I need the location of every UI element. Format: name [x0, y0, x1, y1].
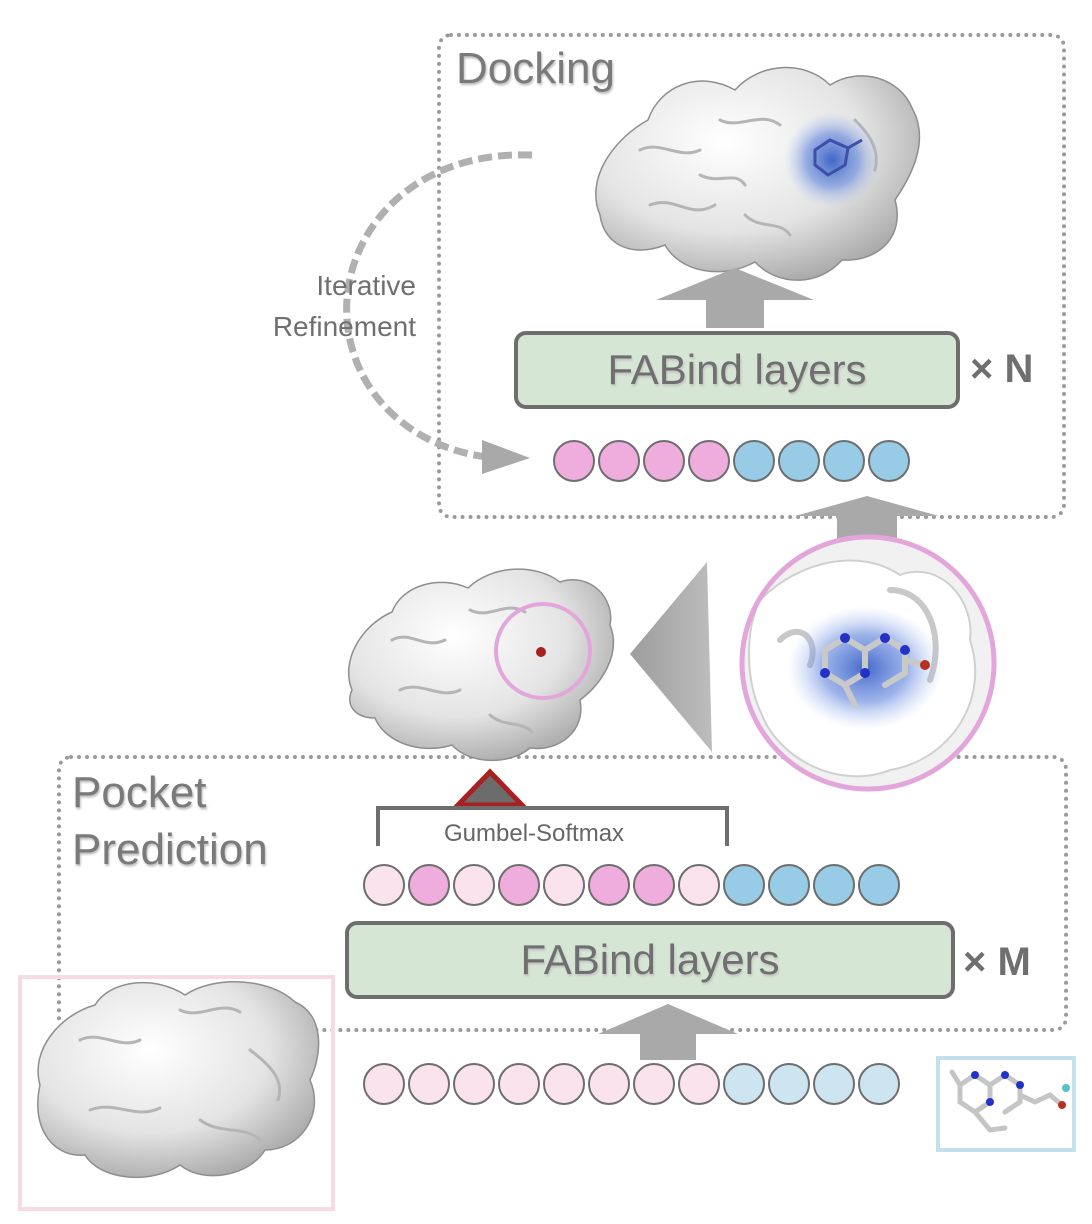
arrow-up-docking-input	[795, 496, 939, 546]
protein-input-frame	[18, 975, 335, 1211]
refinement-line1: Iterative	[316, 270, 416, 301]
pocket-repeat-label: × M	[963, 940, 1031, 984]
input-token-row	[363, 1063, 900, 1105]
pocket-output-token-ligand	[723, 864, 765, 906]
gumbel-softmax-label: Gumbel-Softmax	[444, 820, 625, 847]
docking-token-pocket	[688, 440, 730, 482]
input-token-protein	[678, 1063, 720, 1105]
pocket-fabind-layers: FABind layers	[345, 921, 955, 999]
protein-surface-docked-icon	[595, 66, 921, 281]
input-token-protein	[453, 1063, 495, 1105]
pocket-prediction-title-line1: Pocket	[72, 768, 207, 817]
input-token-protein	[408, 1063, 450, 1105]
pocket-center-dot	[536, 647, 546, 657]
iterative-refinement-arrowhead	[482, 440, 530, 474]
input-token-protein	[588, 1063, 630, 1105]
docking-token-pocket	[553, 440, 595, 482]
input-token-ligand-light	[813, 1063, 855, 1105]
docking-token-ligand	[733, 440, 775, 482]
pocket-zoom-ligand-icon	[739, 534, 997, 792]
input-token-protein	[543, 1063, 585, 1105]
ligand-atoms	[971, 1071, 1070, 1109]
gumbel-bracket	[376, 806, 729, 846]
pocket-output-token-pocket	[633, 864, 675, 906]
ligand-input-frame	[936, 1056, 1076, 1152]
docking-section	[437, 33, 1066, 519]
pocket-prediction-section	[57, 755, 1068, 1032]
input-token-ligand-light	[768, 1063, 810, 1105]
pocket-prediction-title: Pocket Prediction	[72, 768, 268, 875]
pocket-prediction-title-line2: Prediction	[72, 824, 268, 874]
iterative-refinement-arrow	[343, 151, 533, 462]
protein-surface-input-icon	[37, 981, 320, 1178]
input-token-ligand-light	[723, 1063, 765, 1105]
docking-token-row	[553, 440, 910, 482]
input-token-protein	[498, 1063, 540, 1105]
arrow-up-docking-output	[656, 268, 814, 328]
pocket-output-token-protein	[453, 864, 495, 906]
selection-triangle-marker	[452, 768, 528, 808]
protein-surface-with-pocket-icon	[347, 568, 615, 762]
pocket-output-token-pocket	[408, 864, 450, 906]
docking-token-ligand	[868, 440, 910, 482]
docking-token-ligand	[778, 440, 820, 482]
docking-token-pocket	[598, 440, 640, 482]
iterative-refinement-label: Iterative Refinement	[230, 266, 416, 347]
pocket-output-token-ligand	[768, 864, 810, 906]
docking-token-ligand	[823, 440, 865, 482]
pocket-output-token-protein	[543, 864, 585, 906]
pocket-output-token-ligand	[858, 864, 900, 906]
input-token-ligand-light	[858, 1063, 900, 1105]
docking-fabind-layers: FABind layers	[514, 331, 960, 409]
docking-repeat-label: × N	[970, 347, 1034, 391]
pocket-output-token-pocket	[588, 864, 630, 906]
input-token-protein	[363, 1063, 405, 1105]
pocket-highlight-ring	[494, 602, 592, 700]
pocket-output-token-pocket	[498, 864, 540, 906]
ligand-molecule-icon	[949, 1069, 1065, 1133]
input-token-protein	[633, 1063, 675, 1105]
arrow-up-pocket-input	[598, 1004, 738, 1060]
pocket-output-token-row	[363, 864, 900, 906]
refinement-line2: Refinement	[272, 310, 416, 342]
docking-title: Docking	[456, 44, 615, 93]
pocket-output-token-ligand	[813, 864, 855, 906]
zoom-funnel	[630, 562, 712, 752]
pocket-output-token-protein	[363, 864, 405, 906]
pocket-output-token-protein	[678, 864, 720, 906]
docking-token-pocket	[643, 440, 685, 482]
